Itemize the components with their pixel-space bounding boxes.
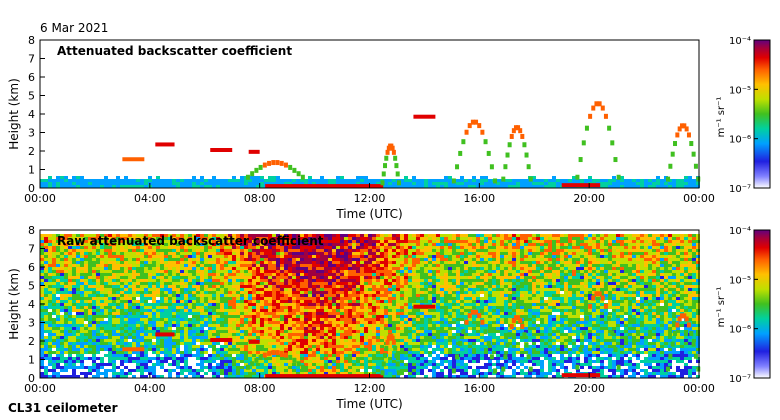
backscatter-field <box>40 101 701 189</box>
x-axis-label: Time (UTC) <box>335 207 402 221</box>
y-tick-label: 1 <box>28 354 35 367</box>
y-tick-label: 6 <box>28 71 35 84</box>
y-tick-label: 4 <box>28 108 35 121</box>
backscatter-field <box>40 234 701 379</box>
y-axis-label: Height (km) <box>7 268 21 339</box>
colorbar: 10⁻⁴ 10⁻⁵ 10⁻⁶ 10⁻⁷ m⁻¹ sr⁻¹ <box>716 226 771 385</box>
y-tick-label: 2 <box>28 335 35 348</box>
x-tick-label: 12:00 <box>354 382 386 395</box>
colorbar-tick-label: 10⁻⁵ <box>729 85 751 96</box>
y-tick-label: 5 <box>28 90 35 103</box>
y-tick-label: 1 <box>28 164 35 177</box>
colorbar-ramp <box>753 229 771 379</box>
colorbar-tick-label: 10⁻⁷ <box>729 184 751 195</box>
colorbar-tick-label: 10⁻⁷ <box>729 374 751 385</box>
colorbar-tick-label: 10⁻⁶ <box>729 325 751 336</box>
y-tick-label: 3 <box>28 127 35 140</box>
y-tick-label: 2 <box>28 145 35 158</box>
chart-panel-2: Raw attenuated backscatter coefficient00… <box>7 224 771 411</box>
colorbar-label: m⁻¹ sr⁻¹ <box>716 97 727 138</box>
x-tick-label: 20:00 <box>573 192 605 205</box>
y-tick-label: 7 <box>28 53 35 66</box>
x-tick-label: 00:00 <box>24 382 56 395</box>
y-tick-label: 0 <box>28 182 35 195</box>
y-tick-label: 8 <box>28 224 35 237</box>
colorbar: 10⁻⁴ 10⁻⁵ 10⁻⁶ 10⁻⁷ m⁻¹ sr⁻¹ <box>716 36 771 195</box>
x-tick-label: 20:00 <box>573 382 605 395</box>
x-tick-label: 00:00 <box>683 192 715 205</box>
y-tick-label: 8 <box>28 34 35 47</box>
x-tick-label: 16:00 <box>463 192 495 205</box>
colorbar-tick-label: 10⁻⁴ <box>729 226 751 237</box>
x-tick-label: 00:00 <box>24 192 56 205</box>
x-tick-label: 04:00 <box>134 192 166 205</box>
x-tick-label: 00:00 <box>683 382 715 395</box>
panel-title: Raw attenuated backscatter coefficient <box>57 234 324 248</box>
x-tick-label: 16:00 <box>463 382 495 395</box>
x-tick-label: 12:00 <box>354 192 386 205</box>
instrument-label: CL31 ceilometer <box>8 401 118 415</box>
x-tick-label: 08:00 <box>244 382 276 395</box>
y-axis-label: Height (km) <box>7 78 21 149</box>
colorbar-tick-label: 10⁻⁵ <box>729 275 751 286</box>
y-tick-label: 0 <box>28 372 35 385</box>
y-tick-label: 7 <box>28 243 35 256</box>
y-tick-label: 4 <box>28 298 35 311</box>
plot-area <box>40 40 699 188</box>
panel-title: Attenuated backscatter coefficient <box>57 44 292 58</box>
y-tick-label: 6 <box>28 261 35 274</box>
colorbar-tick-label: 10⁻⁶ <box>729 135 751 146</box>
x-axis-label: Time (UTC) <box>335 397 402 411</box>
y-tick-label: 3 <box>28 317 35 330</box>
y-tick-label: 5 <box>28 280 35 293</box>
colorbar-label: m⁻¹ sr⁻¹ <box>716 287 727 328</box>
x-tick-label: 04:00 <box>134 382 166 395</box>
date-label: 6 Mar 2021 <box>40 21 109 35</box>
x-tick-label: 08:00 <box>244 192 276 205</box>
colorbar-tick-label: 10⁻⁴ <box>729 36 751 47</box>
colorbar-ramp <box>753 39 771 189</box>
